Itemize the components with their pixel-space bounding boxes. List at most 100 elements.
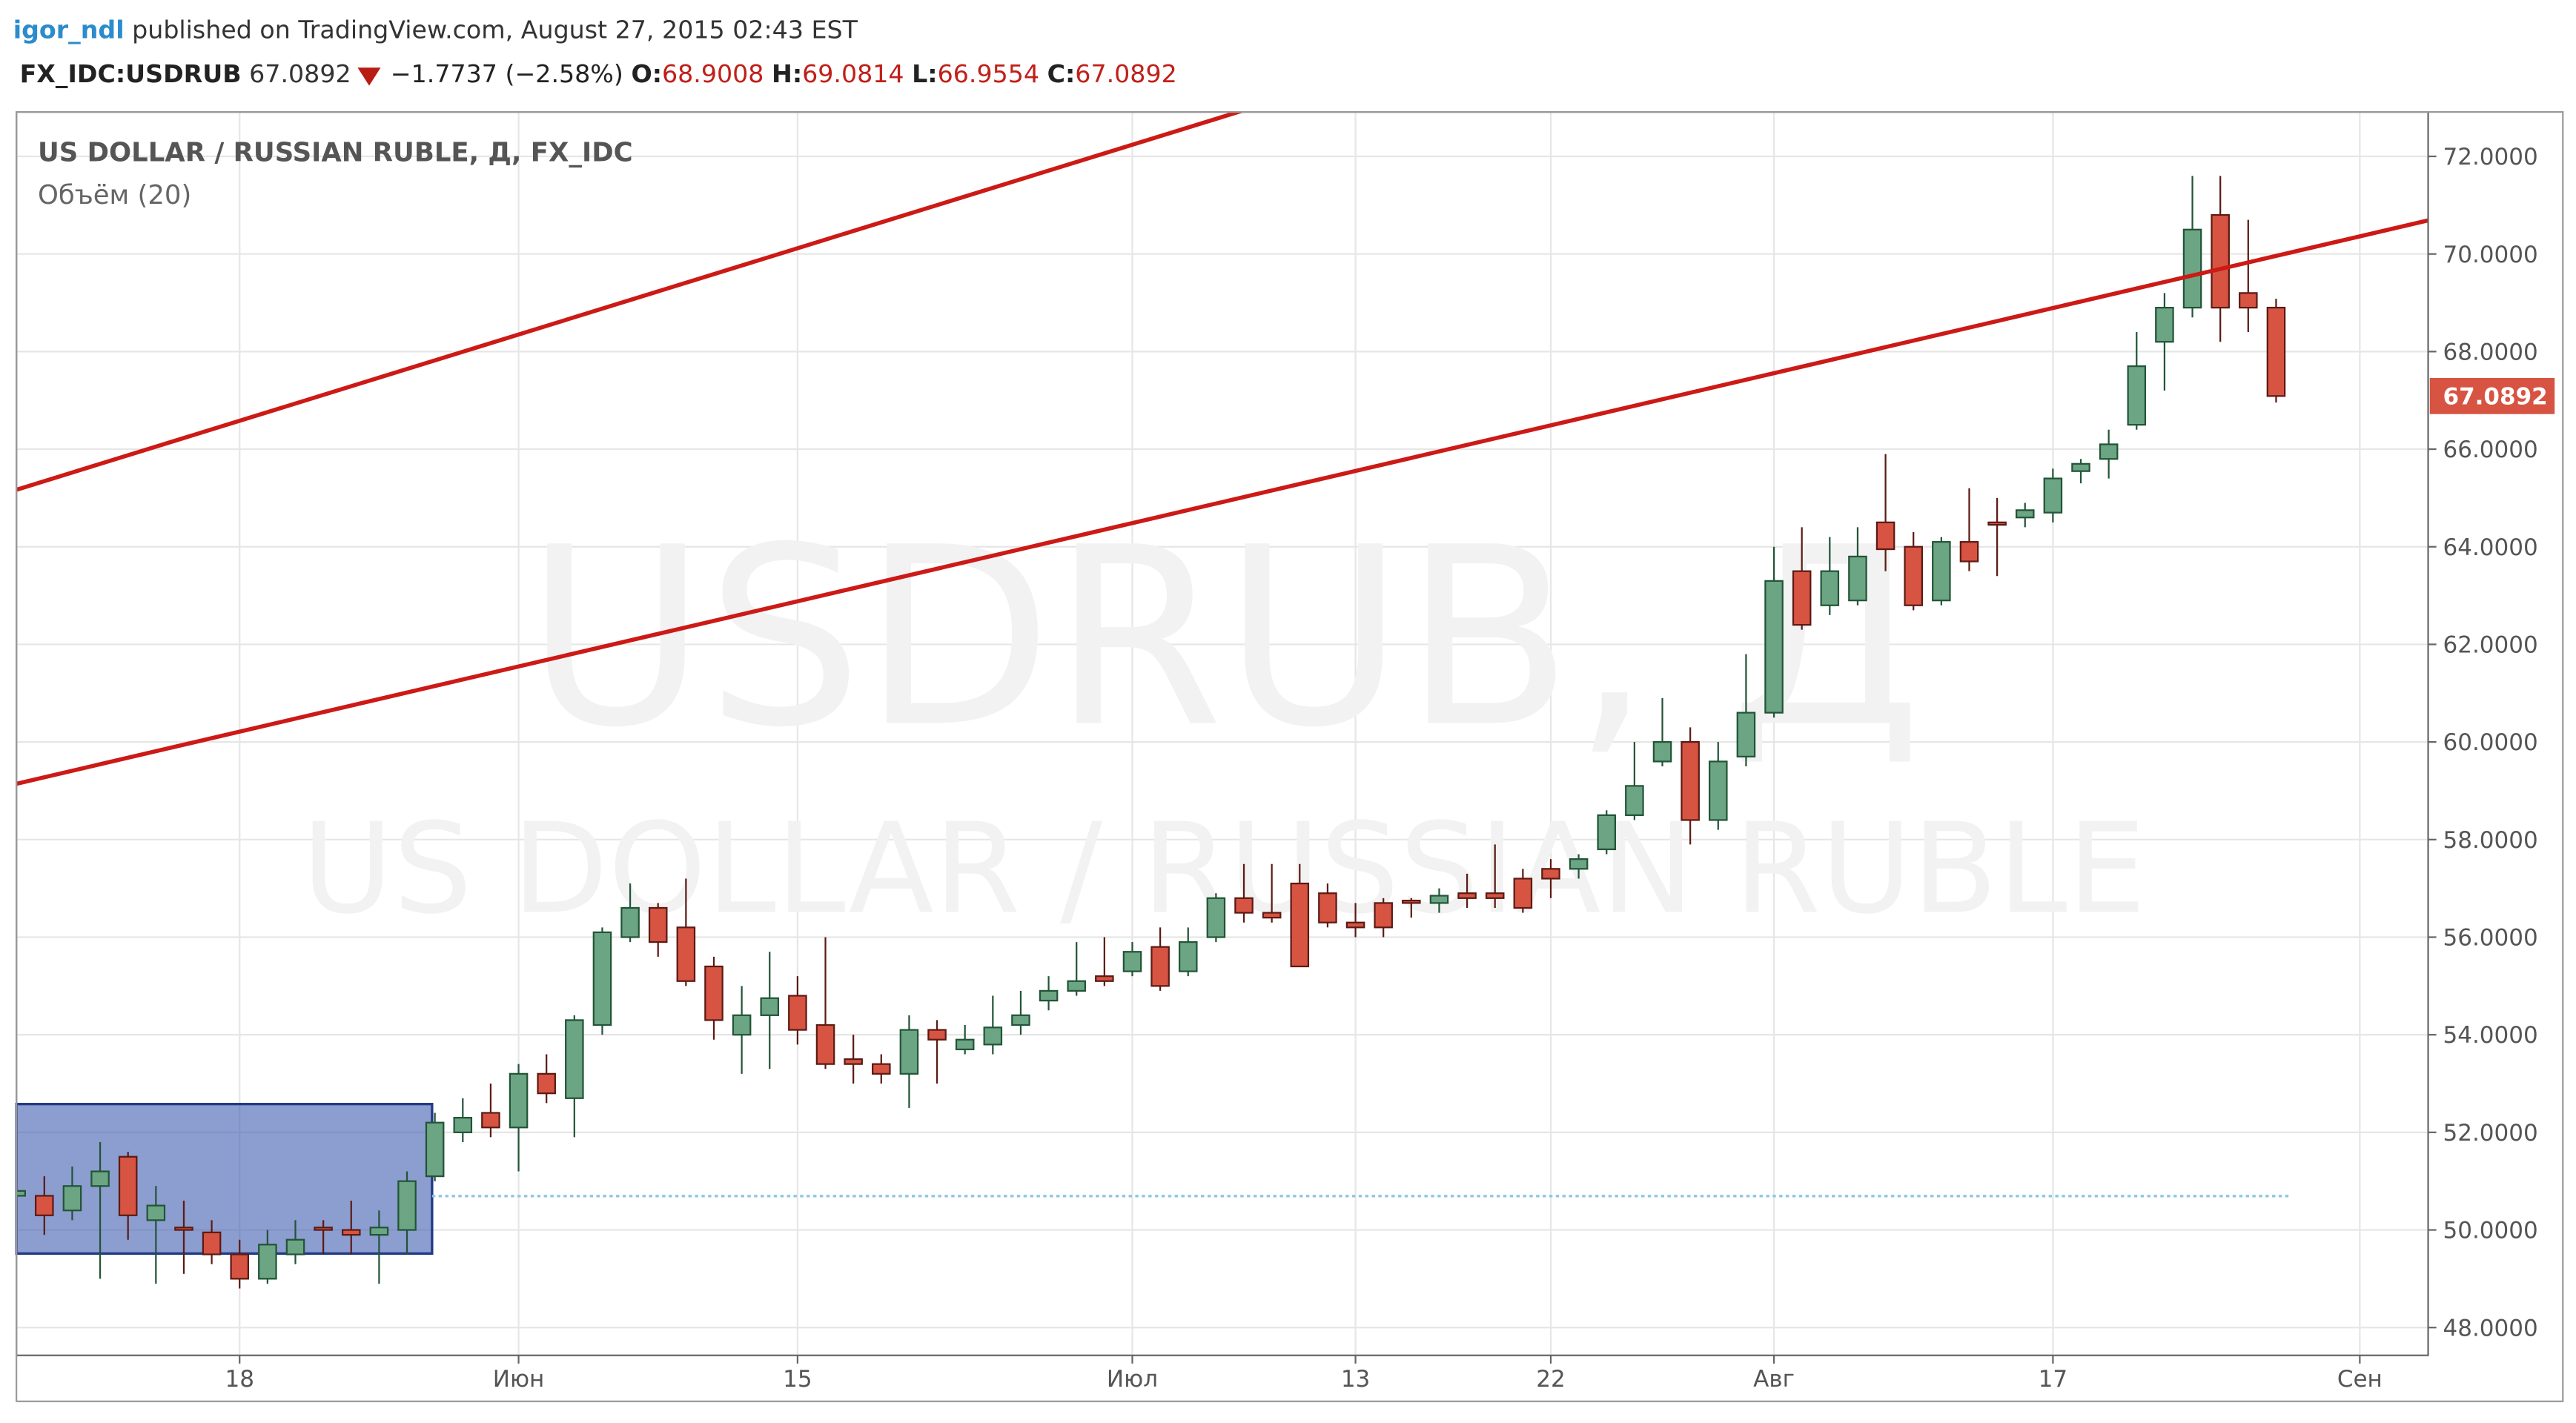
candle-body — [2043, 477, 2063, 514]
candle-body — [2155, 307, 2174, 343]
chart-title: US DOLLAR / RUSSIAN RUBLE, Д, FX_IDC — [38, 138, 633, 168]
candle-body — [1904, 545, 1923, 606]
candle-body — [258, 1244, 277, 1280]
candle-body — [2211, 213, 2230, 309]
y-tick-label: 72.0000 — [2443, 144, 2537, 170]
y-tick-label: 66.0000 — [2443, 437, 2537, 463]
candle-body — [1067, 980, 1086, 992]
y-tick-label: 56.0000 — [2443, 925, 2537, 952]
candle-body — [565, 1019, 584, 1099]
candle-body — [676, 926, 696, 982]
candle-body — [1122, 951, 1142, 972]
candle-body — [1875, 521, 1895, 551]
x-tick-label: 17 — [2039, 1366, 2067, 1393]
x-tick-label: 13 — [1341, 1366, 1370, 1393]
candle-body — [1569, 858, 1589, 870]
symbol: FX_IDC:USDRUB — [20, 59, 242, 88]
candle-body — [1290, 882, 1310, 968]
ohlc-label: L: — [912, 59, 937, 88]
x-tick-label: Сен — [2337, 1366, 2383, 1393]
candle-body — [369, 1227, 389, 1236]
x-tick-label: 22 — [1536, 1366, 1565, 1393]
candle-body — [1039, 989, 1059, 1002]
last-price: 67.0892 — [249, 59, 351, 88]
candle-body — [955, 1038, 975, 1051]
candle-body — [1541, 868, 1560, 880]
candle-body — [1095, 975, 1114, 982]
ohlc-label: C: — [1047, 59, 1076, 88]
candle-body — [1932, 541, 1951, 602]
candle-body — [90, 1170, 110, 1187]
y-tick-label: 68.0000 — [2443, 339, 2537, 365]
candle-body — [2182, 228, 2202, 309]
candle-body — [453, 1116, 473, 1133]
candle-body — [927, 1029, 947, 1041]
candles — [16, 176, 2286, 1289]
candle-body — [1011, 1014, 1030, 1026]
candle-body — [1848, 555, 1867, 602]
candle-body — [1597, 814, 1617, 851]
ohlc-value: 67.0892 — [1075, 59, 1176, 88]
candle-body — [2015, 509, 2035, 519]
y-tick-label: 52.0000 — [2443, 1120, 2537, 1147]
candle-body — [844, 1058, 863, 1065]
candle-body — [1150, 946, 1170, 987]
published: published on TradingView.com, August 27,… — [132, 15, 858, 44]
candle-body — [285, 1238, 305, 1256]
header-line-2: FX_IDC:USDRUB 67.0892 −1.7737 (−2.58%) O:… — [20, 59, 1177, 88]
x-tick-label: 15 — [783, 1366, 812, 1393]
trend-lines — [16, 110, 2428, 786]
candle-body — [1681, 741, 1700, 821]
candle-body — [2239, 292, 2258, 309]
candle-body — [983, 1026, 1003, 1046]
candle-body — [760, 997, 780, 1016]
candle-body — [174, 1227, 193, 1231]
candle-body — [1652, 741, 1672, 763]
y-tick-label: 54.0000 — [2443, 1022, 2537, 1049]
down-arrow — [357, 67, 381, 86]
candle-body — [1764, 580, 1784, 714]
candle-body — [1206, 897, 1226, 938]
y-tick-label: 64.0000 — [2443, 534, 2537, 561]
candle-body — [872, 1063, 891, 1075]
x-tick-label: Июл — [1107, 1366, 1158, 1393]
candle-body — [1402, 899, 1421, 904]
ohlc-label: H: — [772, 59, 802, 88]
candle-body — [397, 1180, 417, 1231]
author[interactable]: igor_ndl — [13, 15, 125, 44]
price-tag-label: 67.0892 — [2443, 383, 2547, 410]
y-tick-label: 60.0000 — [2443, 729, 2537, 756]
candle-body — [815, 1024, 835, 1065]
candle-body — [230, 1253, 250, 1280]
candle-body — [1736, 712, 1756, 757]
candle-body — [732, 1014, 752, 1036]
candle-body — [1234, 897, 1254, 914]
drawn-rectangle[interactable] — [15, 1103, 434, 1256]
candle-body — [118, 1155, 138, 1216]
candle-body — [425, 1121, 445, 1178]
trend-line[interactable] — [16, 218, 2428, 786]
candle-body — [2071, 462, 2090, 472]
candle-body — [1457, 892, 1477, 899]
x-tick-label: Июн — [493, 1366, 545, 1393]
chart-frame — [16, 110, 2564, 1402]
candle-body — [2266, 306, 2286, 397]
x-tick-label: 18 — [225, 1366, 254, 1393]
candle-body — [1178, 941, 1198, 972]
y-tick-label: 48.0000 — [2443, 1315, 2537, 1341]
ohlc-value: 66.9554 — [938, 59, 1039, 88]
candle-body — [62, 1185, 82, 1212]
candle-body — [314, 1227, 333, 1231]
candle-body — [1792, 570, 1812, 626]
candle-body — [1987, 521, 2007, 526]
candle-body — [1625, 785, 1644, 816]
candle-body — [1959, 541, 1979, 563]
y-tick-label: 58.0000 — [2443, 827, 2537, 854]
candle-body — [1262, 912, 1282, 919]
candle-body — [648, 906, 668, 943]
candle-body — [592, 931, 612, 1026]
change: −1.7737 (−2.58%) — [391, 59, 623, 88]
trend-line[interactable] — [16, 110, 1245, 492]
candle-body — [2099, 443, 2119, 460]
